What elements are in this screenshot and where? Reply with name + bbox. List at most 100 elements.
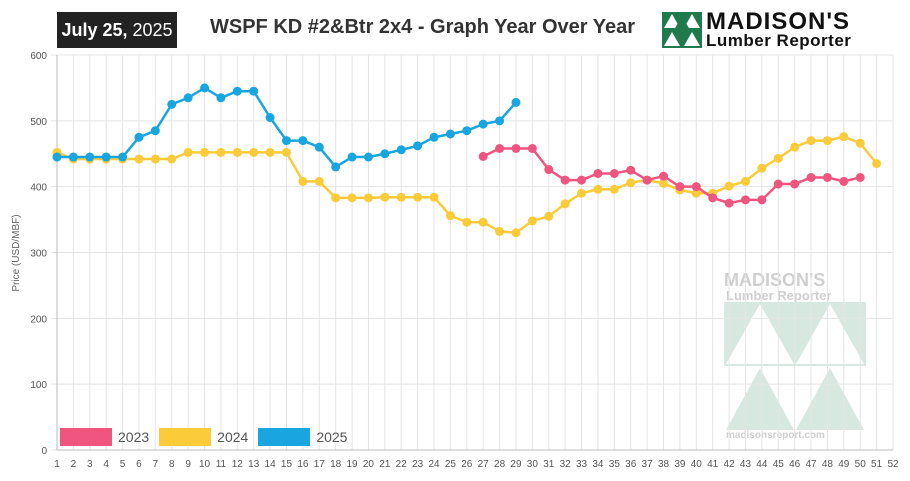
- data-point-2024[interactable]: [314, 176, 324, 186]
- data-point-2025[interactable]: [363, 152, 373, 162]
- data-point-2023[interactable]: [495, 143, 505, 153]
- data-point-2024[interactable]: [757, 163, 767, 173]
- data-point-2024[interactable]: [740, 176, 750, 186]
- data-point-2024[interactable]: [200, 147, 210, 157]
- data-point-2024[interactable]: [659, 178, 669, 188]
- data-point-2025[interactable]: [167, 99, 177, 109]
- data-point-2023[interactable]: [642, 175, 652, 185]
- data-point-2023[interactable]: [511, 143, 521, 153]
- data-point-2024[interactable]: [380, 192, 390, 202]
- data-point-2025[interactable]: [150, 126, 160, 136]
- data-point-2024[interactable]: [577, 188, 587, 198]
- data-point-2023[interactable]: [609, 169, 619, 178]
- data-point-2023[interactable]: [806, 172, 816, 182]
- data-point-2023[interactable]: [675, 182, 685, 192]
- data-point-2024[interactable]: [724, 181, 734, 191]
- data-point-2023[interactable]: [544, 165, 554, 175]
- data-point-2025[interactable]: [429, 132, 439, 142]
- data-point-2025[interactable]: [413, 141, 423, 151]
- data-point-2024[interactable]: [183, 147, 193, 157]
- data-point-2024[interactable]: [265, 147, 275, 157]
- data-point-2024[interactable]: [363, 193, 373, 203]
- data-point-2024[interactable]: [445, 211, 455, 221]
- data-point-2023[interactable]: [839, 176, 849, 186]
- data-point-2025[interactable]: [200, 83, 210, 93]
- data-point-2024[interactable]: [150, 154, 160, 164]
- data-point-2024[interactable]: [872, 159, 882, 169]
- data-point-2024[interactable]: [822, 136, 832, 146]
- data-point-2024[interactable]: [511, 228, 521, 238]
- data-point-2025[interactable]: [511, 97, 521, 107]
- legend-item-2024[interactable]: 2024: [159, 428, 248, 446]
- data-point-2024[interactable]: [609, 184, 619, 194]
- data-point-2023[interactable]: [593, 169, 603, 178]
- data-point-2025[interactable]: [85, 152, 95, 162]
- data-point-2024[interactable]: [413, 192, 423, 202]
- data-point-2024[interactable]: [790, 142, 800, 152]
- data-point-2024[interactable]: [527, 216, 537, 226]
- data-point-2025[interactable]: [232, 86, 242, 96]
- data-point-2023[interactable]: [478, 151, 488, 161]
- data-point-2024[interactable]: [462, 217, 472, 227]
- data-point-2024[interactable]: [232, 147, 242, 157]
- data-point-2025[interactable]: [281, 136, 291, 146]
- data-point-2023[interactable]: [527, 143, 537, 153]
- data-point-2024[interactable]: [331, 193, 341, 203]
- data-point-2024[interactable]: [691, 188, 701, 198]
- data-point-2024[interactable]: [429, 192, 439, 202]
- data-point-2025[interactable]: [445, 129, 455, 139]
- data-point-2024[interactable]: [167, 154, 177, 164]
- data-point-2023[interactable]: [560, 175, 570, 185]
- data-point-2024[interactable]: [544, 211, 554, 221]
- data-point-2023[interactable]: [822, 172, 832, 182]
- data-point-2025[interactable]: [347, 152, 357, 162]
- data-point-2023[interactable]: [724, 198, 734, 208]
- data-point-2025[interactable]: [68, 152, 78, 162]
- data-point-2023[interactable]: [577, 175, 587, 185]
- data-point-2025[interactable]: [314, 142, 324, 152]
- data-point-2025[interactable]: [118, 152, 128, 162]
- data-point-2024[interactable]: [216, 147, 226, 157]
- data-point-2025[interactable]: [265, 113, 275, 123]
- data-point-2023[interactable]: [855, 172, 865, 182]
- data-point-2024[interactable]: [626, 178, 636, 188]
- data-point-2024[interactable]: [249, 147, 259, 157]
- data-point-2025[interactable]: [478, 119, 488, 129]
- data-point-2024[interactable]: [347, 193, 357, 203]
- data-point-2023[interactable]: [691, 182, 701, 192]
- data-point-2025[interactable]: [101, 152, 111, 162]
- data-point-2025[interactable]: [183, 93, 193, 103]
- data-point-2023[interactable]: [708, 193, 718, 203]
- data-point-2025[interactable]: [249, 86, 259, 96]
- logo-mark-icon: [662, 12, 702, 48]
- data-point-2024[interactable]: [806, 136, 816, 146]
- data-point-2023[interactable]: [659, 171, 669, 181]
- data-point-2024[interactable]: [773, 153, 783, 163]
- data-point-2024[interactable]: [478, 217, 488, 227]
- data-point-2023[interactable]: [773, 179, 783, 189]
- data-point-2024[interactable]: [560, 199, 570, 209]
- data-point-2024[interactable]: [298, 176, 308, 186]
- data-point-2023[interactable]: [790, 179, 800, 189]
- data-point-2025[interactable]: [396, 145, 406, 155]
- data-point-2024[interactable]: [134, 154, 144, 164]
- data-point-2025[interactable]: [331, 162, 341, 172]
- legend-item-2023[interactable]: 2023: [60, 428, 149, 446]
- data-point-2025[interactable]: [216, 93, 226, 103]
- data-point-2024[interactable]: [281, 147, 291, 157]
- data-point-2025[interactable]: [380, 149, 390, 159]
- data-point-2025[interactable]: [495, 116, 505, 126]
- data-point-2023[interactable]: [626, 165, 636, 175]
- data-point-2024[interactable]: [593, 184, 603, 194]
- data-point-2025[interactable]: [462, 126, 472, 136]
- data-point-2025[interactable]: [52, 152, 62, 162]
- data-point-2024[interactable]: [495, 226, 505, 236]
- legend-item-2025[interactable]: 2025: [258, 428, 347, 446]
- data-point-2023[interactable]: [757, 195, 767, 205]
- data-point-2024[interactable]: [839, 132, 849, 142]
- data-point-2024[interactable]: [855, 138, 865, 148]
- data-point-2025[interactable]: [134, 132, 144, 142]
- data-point-2024[interactable]: [396, 192, 406, 202]
- data-point-2025[interactable]: [298, 136, 308, 146]
- data-point-2023[interactable]: [740, 195, 750, 205]
